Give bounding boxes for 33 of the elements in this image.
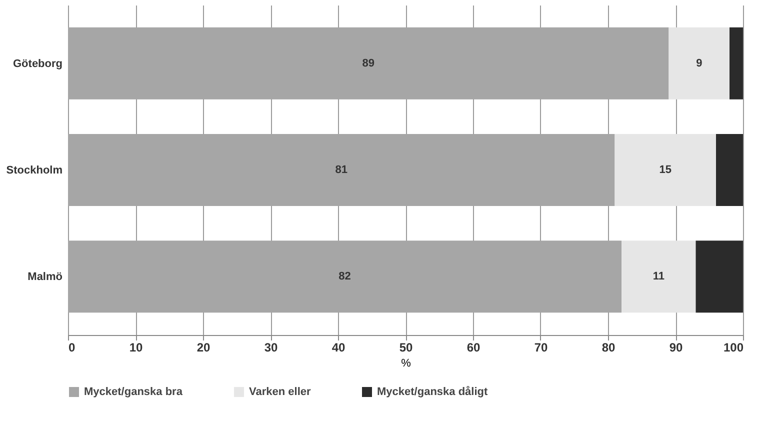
bar bbox=[68, 27, 669, 100]
bar bbox=[68, 240, 622, 313]
x-tick-label: 20 bbox=[196, 340, 210, 354]
bar bbox=[730, 27, 743, 100]
legend-label: Mycket/ganska bra bbox=[84, 386, 184, 398]
data-label: 82 bbox=[338, 270, 351, 283]
x-tick-label: 60 bbox=[466, 340, 480, 354]
x-tick-label: 40 bbox=[332, 340, 346, 354]
bar bbox=[696, 240, 743, 313]
x-tick-label: 70 bbox=[534, 340, 548, 354]
bar bbox=[68, 134, 615, 206]
data-label: 81 bbox=[335, 164, 348, 176]
data-label: 15 bbox=[659, 164, 672, 176]
x-tick-label: 0 bbox=[68, 340, 76, 354]
data-label: 89 bbox=[362, 57, 374, 70]
data-label: 9 bbox=[696, 57, 702, 70]
x-tick-label: 10 bbox=[129, 340, 143, 354]
x-tick-label: 30 bbox=[264, 340, 278, 354]
y-tick-label: Malmö bbox=[28, 271, 63, 284]
bar bbox=[716, 134, 743, 206]
x-tick-label: 90 bbox=[669, 340, 683, 354]
legend-label: Varken eller bbox=[249, 386, 312, 398]
legend-label: Mycket/ganska dåligt bbox=[377, 385, 488, 398]
x-tick-label: 80 bbox=[602, 340, 616, 354]
bar bbox=[614, 134, 716, 206]
bar bbox=[668, 27, 730, 100]
bar bbox=[622, 240, 696, 313]
y-tick-label: Göteborg bbox=[13, 58, 62, 70]
x-axis-title: % bbox=[401, 358, 412, 370]
y-tick-label: Stockholm bbox=[6, 164, 63, 176]
data-label: 11 bbox=[652, 270, 664, 283]
x-tick-label: 100 bbox=[723, 340, 744, 354]
x-tick-label: 50 bbox=[399, 340, 413, 354]
